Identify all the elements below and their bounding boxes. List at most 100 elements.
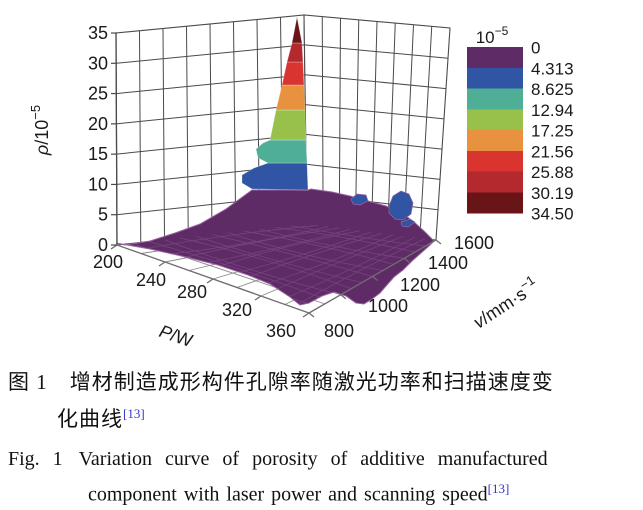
- colorbar-level-label: 25.88: [531, 163, 574, 182]
- left-wall-gridline: [186, 26, 189, 238]
- z-tick-label: 0: [98, 235, 108, 255]
- mesh-line: [291, 225, 426, 247]
- y-axis-tick: [372, 275, 378, 282]
- surface-bump: [400, 218, 416, 228]
- y-axis-tick: [403, 257, 410, 263]
- peak-band: [241, 162, 309, 191]
- x-tick-label: 200: [93, 252, 123, 272]
- z-axis-title: ρ/10−5: [28, 105, 53, 156]
- caption-zh-line2-text: 化曲线: [57, 407, 123, 431]
- peak-band: [269, 109, 307, 141]
- left-wall-gridline: [139, 30, 142, 243]
- colorbar-title-sup: −5: [495, 24, 509, 38]
- mesh-line: [260, 235, 404, 297]
- right-wall-gridline: [338, 18, 341, 229]
- colorbar-band: [467, 150, 523, 173]
- caption-english: Fig. 1 Variation curve of porosity of add…: [0, 444, 643, 510]
- mesh-line: [276, 236, 415, 303]
- colorbar-level-label: 34.50: [531, 205, 574, 224]
- caption-chinese: 图 1 增材制造成形构件孔隙率随激光功率和扫描速度变 化曲线[13]: [0, 367, 643, 435]
- caption-en-line1: Fig. 1 Variation curve of porosity of add…: [0, 444, 643, 474]
- y-tick-label: 1600: [454, 233, 494, 253]
- z-tick-label: 20: [88, 114, 108, 134]
- z-tick-label: 30: [88, 53, 108, 73]
- y-axis-tick: [340, 294, 347, 300]
- mesh-line: [243, 230, 394, 265]
- x-tick-label: 360: [266, 321, 296, 341]
- colorbar-band: [467, 88, 523, 110]
- x-axis-tick: [158, 261, 166, 267]
- axes: [110, 32, 442, 318]
- mesh-line: [292, 238, 426, 305]
- z-title-sup: −5: [28, 105, 43, 120]
- mesh-line: [259, 228, 405, 259]
- x-tick-label: 240: [136, 270, 166, 290]
- colorbar-title-base: 10: [476, 28, 495, 47]
- left-wall-gridline: [233, 21, 237, 232]
- mesh-line: [164, 239, 341, 296]
- y-axis-tick: [308, 312, 315, 318]
- colorbar-level-label: 4.313: [531, 59, 574, 78]
- figure-caption: 图 1 增材制造成形构件孔隙率随激光功率和扫描速度变 化曲线[13] Fig. …: [0, 367, 643, 510]
- colorbar-level-label: 8.625: [531, 80, 574, 99]
- z-title-rest: /10: [32, 120, 52, 145]
- peak-band: [291, 16, 303, 44]
- y-tick-label: 800: [324, 321, 354, 341]
- colorbar-band: [467, 109, 523, 131]
- colorbar-band: [467, 130, 523, 152]
- wall-grid: [116, 16, 449, 243]
- colorbar-band: [467, 192, 523, 214]
- surface-bump: [350, 193, 369, 206]
- surface-bump: [388, 190, 414, 221]
- colorbar-band: [467, 67, 523, 90]
- mesh-line: [227, 232, 384, 271]
- colorbar-band: [467, 171, 523, 193]
- reference-13-superscript-en: [13]: [487, 481, 510, 496]
- caption-en-line1-text: Variation curve of porosity of additive …: [78, 448, 548, 470]
- left-wall-gridline: [209, 23, 213, 235]
- y-title-sup: −1: [517, 272, 538, 293]
- y-tick-label: 1200: [400, 275, 440, 295]
- z-tick-label: 15: [88, 144, 108, 164]
- caption-fig-number: Fig. 1: [8, 448, 63, 470]
- y-tick-label: 1400: [428, 253, 468, 273]
- x-tick-label: 280: [177, 282, 207, 302]
- caption-zh-line1: 图 1 增材制造成形构件孔隙率随激光功率和扫描速度变: [8, 370, 554, 394]
- z-tick-label: 35: [88, 23, 108, 43]
- z-tick-label: 5: [98, 205, 108, 225]
- caption-en-line2: component with laser power and scanning …: [0, 474, 643, 510]
- mesh-line: [180, 237, 352, 290]
- colorbar-level-label: 0: [531, 39, 540, 58]
- y-tick-label: 1000: [368, 296, 408, 316]
- colorbar-band: [467, 47, 523, 69]
- x-axis-title: P/W: [157, 321, 196, 351]
- y-title-rest: /mm·s: [477, 284, 530, 328]
- mesh-line: [275, 227, 415, 253]
- right-wall-gridline: [387, 23, 396, 235]
- left-wall-gridline: [162, 28, 165, 240]
- colorbar-level-label: 17.25: [531, 122, 574, 141]
- peak-band: [255, 139, 308, 164]
- z-axis-line: [115, 32, 118, 246]
- colorbar-level-label: 21.56: [531, 142, 574, 161]
- right-wall-gridline: [419, 26, 433, 239]
- x-axis-tick: [206, 278, 214, 284]
- x-axis-tick: [254, 295, 262, 301]
- mesh-line: [148, 241, 331, 302]
- colorbar-title: 10−5: [476, 24, 509, 47]
- surface-plot-area: 200 240 280 320 360 800 1000 1200 1400 1600 0 5 10 15…: [28, 14, 574, 351]
- z-tick-label: 25: [88, 84, 108, 104]
- x-tick-label: 320: [222, 300, 252, 320]
- z-title-base: ρ: [32, 145, 52, 156]
- colorbar-level-label: 30.19: [531, 184, 574, 203]
- caption-en-line2-text: component with laser power and scanning …: [88, 483, 488, 506]
- right-wall-gridline: [371, 21, 378, 233]
- y-axis-tick: [435, 239, 442, 245]
- z-tick-label: 10: [88, 174, 108, 194]
- caption-zh-line2: 化曲线[13]: [0, 398, 643, 435]
- y-axis-title: v/mm·s−1: [467, 272, 542, 333]
- mesh-line: [132, 224, 318, 252]
- colorbar-level-label: 12.94: [531, 101, 574, 120]
